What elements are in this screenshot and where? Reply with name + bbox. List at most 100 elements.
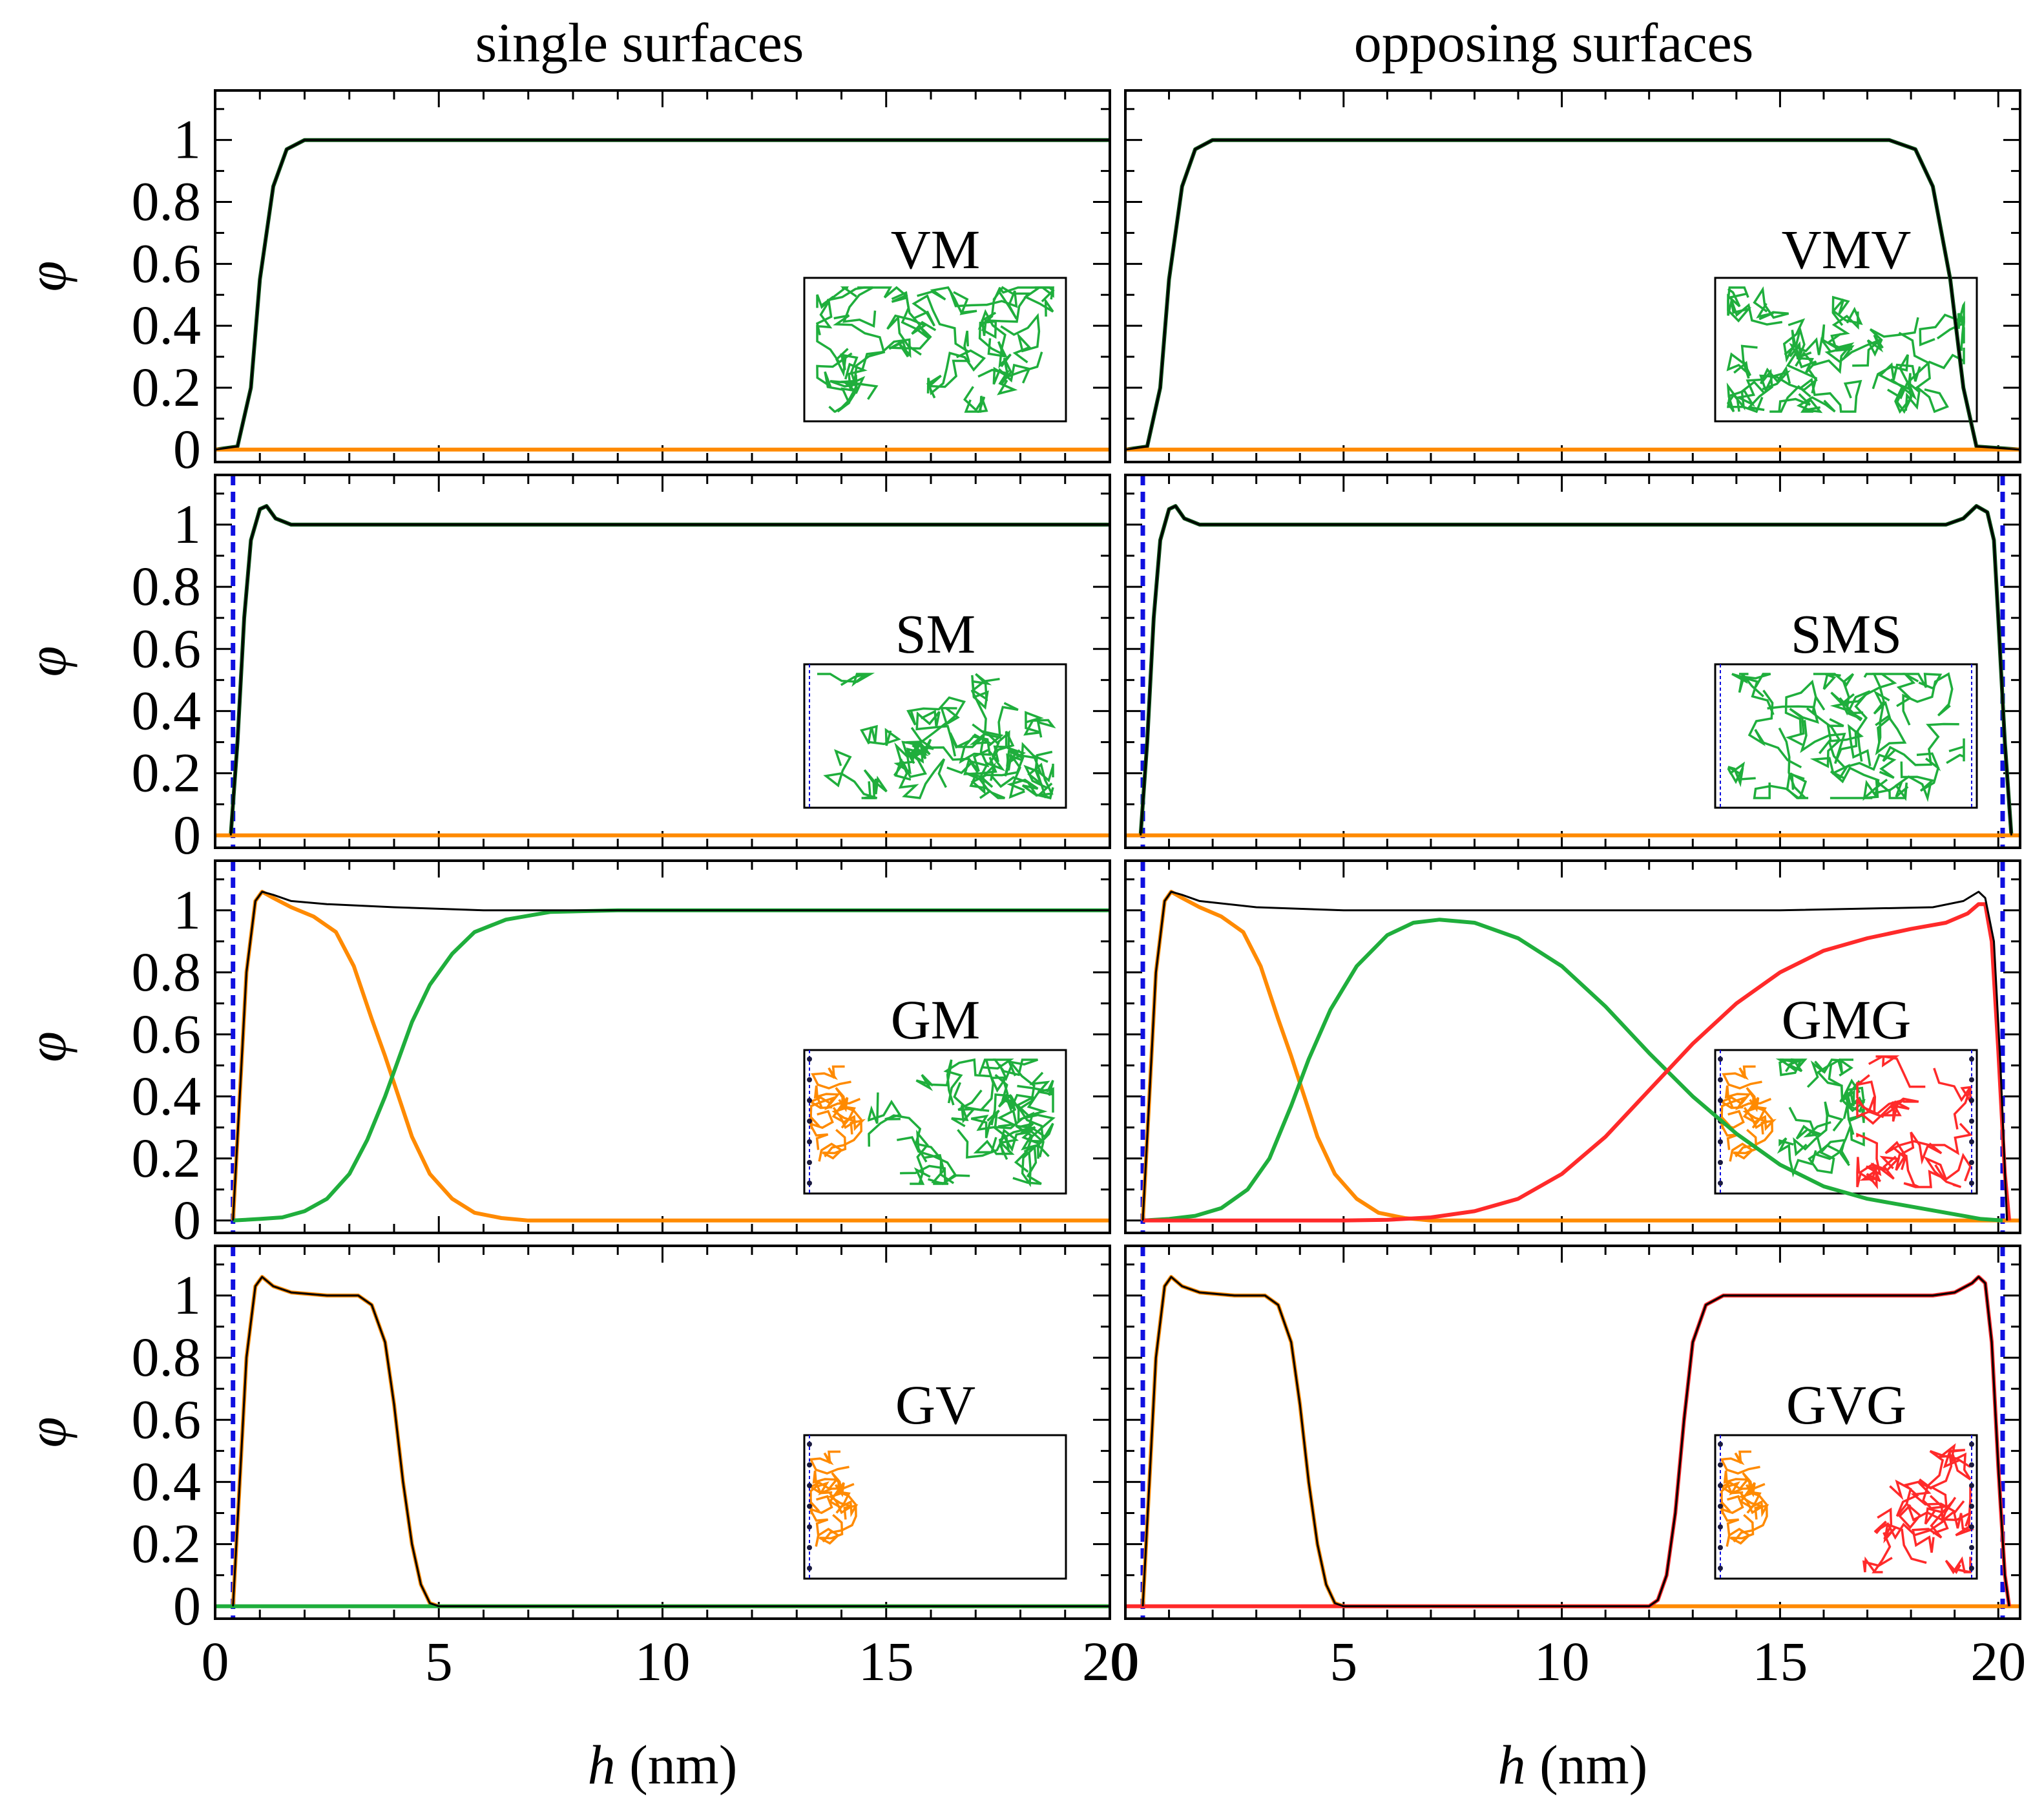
polymer-chain <box>970 749 1025 795</box>
polymer-chain <box>1720 1481 1766 1515</box>
polymer-chain <box>1884 1122 1973 1157</box>
polymer-chain <box>1901 1154 1947 1188</box>
polymer-chain <box>982 1058 1038 1077</box>
panel-gmg: GMG <box>1124 859 2021 1234</box>
polymer-chain <box>1813 673 1848 690</box>
y-tick-label: 0.8 <box>132 941 202 1003</box>
polymer-chain <box>946 732 990 775</box>
polymer-chain <box>1806 1058 1853 1088</box>
polymer-chain <box>824 1105 862 1158</box>
graft-anchor <box>807 1181 812 1186</box>
x-axis-label: h (nm) <box>1498 1734 1648 1796</box>
y-tick-label: 0.4 <box>132 294 202 356</box>
polymer-chain <box>1727 288 1752 323</box>
polymer-chain <box>1034 750 1054 786</box>
y-tick-label: 0 <box>173 418 201 480</box>
polymer-chain <box>1806 707 1851 781</box>
polymer-chain <box>1872 673 1919 744</box>
polymer-chain <box>857 286 921 326</box>
polymer-chain <box>1818 739 1897 779</box>
polymer-chain <box>1868 1055 1926 1088</box>
series-melt <box>233 908 1110 1223</box>
inset-schematic <box>803 1049 1067 1195</box>
polymer-chain <box>1788 1106 1831 1140</box>
polymer-chain <box>1727 286 1783 326</box>
polymer-chain <box>914 746 1005 799</box>
polymer-chain <box>1006 742 1048 799</box>
graft-anchor <box>1969 1545 1974 1550</box>
polymer-chain <box>926 349 986 395</box>
y-tick-label: 1 <box>173 879 201 941</box>
polymer-chain <box>1796 395 1836 414</box>
polymer-chain <box>1784 325 1832 362</box>
polymer-chain <box>1769 384 1811 413</box>
inset-schematic <box>803 277 1067 423</box>
graft-anchor <box>1718 1160 1723 1165</box>
series-total <box>232 890 1110 1221</box>
graft-anchor <box>1969 1181 1974 1186</box>
polymer-chain <box>998 1093 1036 1155</box>
graft-anchor <box>1718 1566 1723 1571</box>
graft-anchor <box>1969 1504 1974 1509</box>
y-tick-label: 0.2 <box>132 1127 202 1189</box>
polymer-chain <box>970 677 1019 739</box>
series-total <box>1142 890 2008 1221</box>
plot-frame <box>214 859 1111 1234</box>
x-axis-label: h (nm) <box>588 1734 738 1796</box>
x-tick-label: 20 <box>1970 1630 2026 1692</box>
y-tick-label: 0.2 <box>132 1513 202 1575</box>
graft-anchor <box>1969 1139 1974 1144</box>
polymer-chain <box>1006 778 1054 800</box>
polymer-chain <box>1023 286 1055 317</box>
polymer-chain <box>906 696 966 726</box>
polymer-chain <box>1910 1478 1957 1524</box>
polymer-chain <box>900 1153 949 1185</box>
x-tick-label: 0 <box>202 1630 229 1692</box>
polymer-chain <box>994 1111 1056 1173</box>
polymer-chain <box>1919 300 1965 352</box>
graft-anchor <box>1969 1160 1974 1165</box>
inset-schematic <box>803 1434 1067 1580</box>
polymer-chain <box>1767 705 1819 746</box>
series-total <box>1140 505 2012 836</box>
x-tick-label: 15 <box>859 1630 914 1692</box>
x-tick-label: 15 <box>1752 1630 1808 1692</box>
polymer-chain <box>1738 673 1775 715</box>
polymer-chain <box>861 338 912 370</box>
panel-label: GVG <box>1786 1374 1906 1436</box>
polymer-chain <box>1856 1074 1884 1119</box>
plot-frame <box>214 1245 1111 1620</box>
polymer-chain <box>1866 317 1919 357</box>
polymer-chain <box>896 1136 970 1185</box>
polymer-chain <box>1726 380 1766 412</box>
y-tick-label: 1 <box>173 109 201 171</box>
polymer-chain <box>977 357 1018 395</box>
graft-anchor <box>807 1483 812 1488</box>
polymer-chain <box>1830 311 1859 360</box>
panel-gm: 00.20.40.60.81 φ GM <box>16 859 1111 1251</box>
polymer-chain <box>1859 1155 1901 1190</box>
polymer-chain <box>823 749 878 799</box>
column-title-right: opposing surfaces <box>1354 12 1754 74</box>
graft-anchor <box>807 1504 812 1509</box>
panel-label: SMS <box>1791 603 1902 665</box>
polymer-chain <box>829 375 879 400</box>
polymer-chain <box>1746 365 1791 412</box>
panel-label: VMV <box>1782 218 1912 280</box>
y-tick-label: 0 <box>173 1575 201 1637</box>
polymer-chain <box>1720 1450 1760 1475</box>
polymer-chain <box>1912 1511 1949 1553</box>
polymer-chain <box>997 1078 1045 1143</box>
graft-anchor <box>1969 1524 1974 1530</box>
plot-frame <box>1124 859 2021 1234</box>
polymer-chain <box>1816 1058 1853 1100</box>
polymer-chain <box>1015 1122 1050 1159</box>
inset-frame <box>803 663 1067 809</box>
polymer-chain <box>1892 1131 1943 1171</box>
polymer-chain <box>1830 673 1862 722</box>
graft-anchor <box>1969 1566 1974 1571</box>
y-tick-label: 0.4 <box>132 1450 202 1512</box>
x-tick-label: 5 <box>1330 1630 1357 1692</box>
